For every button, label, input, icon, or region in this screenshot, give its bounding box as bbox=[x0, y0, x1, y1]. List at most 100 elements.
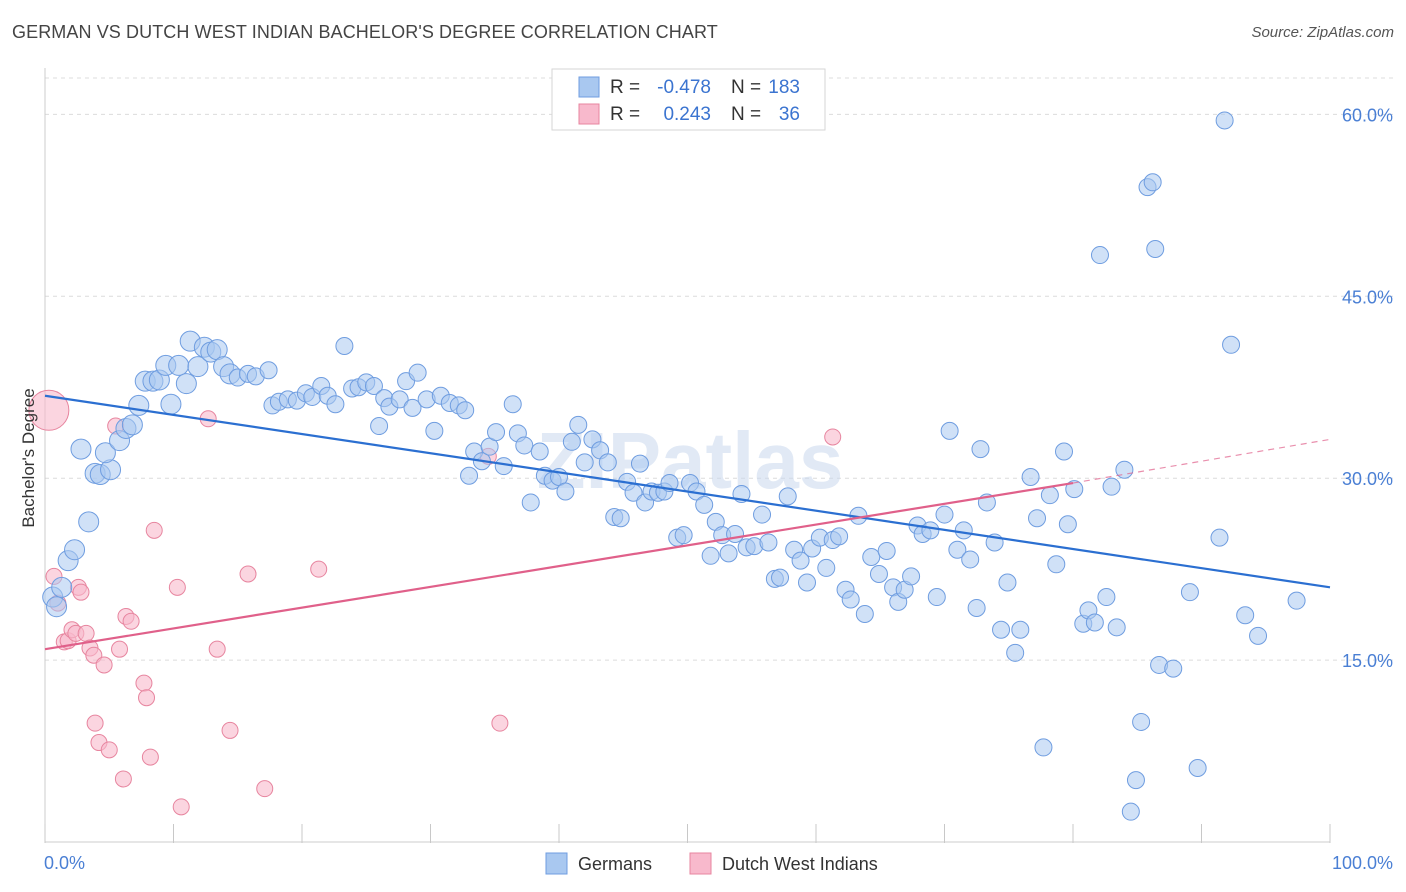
point-german-166 bbox=[1146, 239, 1165, 258]
point-german-170 bbox=[1188, 759, 1207, 778]
point-dutch-31 bbox=[256, 780, 274, 798]
point-german-149 bbox=[1047, 555, 1066, 574]
bottom-legend-swatch-dutch bbox=[689, 852, 712, 875]
trend-line-dutch-2 bbox=[1072, 438, 1331, 484]
legend-r-label-1: R = bbox=[610, 104, 640, 125]
point-german-41 bbox=[326, 395, 345, 414]
point-german-111 bbox=[798, 573, 817, 592]
point-german-47 bbox=[370, 417, 389, 436]
point-german-69 bbox=[521, 493, 540, 512]
y-tick-label-2: 45.0% bbox=[1342, 287, 1393, 307]
point-dutch-26 bbox=[172, 798, 190, 816]
point-german-59 bbox=[456, 401, 475, 420]
legend-n-label-0: N = bbox=[731, 77, 761, 98]
point-dutch-17 bbox=[111, 640, 129, 658]
point-german-82 bbox=[611, 509, 630, 528]
chart-title: GERMAN VS DUTCH WEST INDIAN BACHELOR'S D… bbox=[12, 22, 718, 42]
point-german-74 bbox=[556, 482, 575, 501]
legend-top: R = -0.478 N = 183 R = 0.243 N = 36 bbox=[551, 68, 826, 131]
point-german-4 bbox=[64, 539, 86, 561]
point-german-52 bbox=[403, 398, 422, 417]
point-german-123 bbox=[877, 541, 896, 560]
point-german-137 bbox=[967, 598, 986, 617]
point-german-85 bbox=[630, 454, 649, 473]
series-germans bbox=[42, 111, 1306, 821]
point-german-116 bbox=[830, 527, 849, 546]
point-german-165 bbox=[1143, 173, 1162, 192]
point-german-143 bbox=[1006, 643, 1025, 662]
point-german-66 bbox=[503, 395, 522, 414]
legend-n-value-0: 183 bbox=[768, 77, 800, 98]
y-tick-labels: 15.0% 30.0% 45.0% 60.0% bbox=[1342, 105, 1393, 671]
point-german-105 bbox=[759, 533, 778, 552]
legend-bottom: Germans Dutch West Indians bbox=[545, 852, 878, 875]
point-german-70 bbox=[530, 442, 549, 461]
point-german-77 bbox=[575, 453, 594, 472]
legend-swatch-germans bbox=[578, 76, 600, 98]
point-german-75 bbox=[562, 432, 581, 451]
series-dutch-west-indians bbox=[28, 389, 842, 816]
point-german-127 bbox=[902, 567, 921, 586]
point-german-92 bbox=[674, 526, 693, 545]
point-dutch-24 bbox=[145, 521, 163, 539]
point-german-175 bbox=[1249, 626, 1268, 645]
point-german-80 bbox=[598, 453, 617, 472]
point-german-148 bbox=[1040, 486, 1059, 505]
point-german-176 bbox=[1287, 591, 1306, 610]
legend-n-value-1: 36 bbox=[779, 104, 800, 125]
point-german-108 bbox=[778, 487, 797, 506]
point-german-141 bbox=[992, 620, 1011, 639]
point-german-46 bbox=[364, 377, 383, 396]
point-german-161 bbox=[1121, 802, 1140, 821]
point-dutch-0 bbox=[28, 389, 70, 431]
trend-line-germans-0 bbox=[44, 394, 1331, 589]
point-german-96 bbox=[701, 546, 720, 565]
point-german-64 bbox=[487, 423, 506, 442]
point-german-142 bbox=[998, 573, 1017, 592]
point-dutch-25 bbox=[168, 578, 186, 596]
legend-r-value-1: 0.243 bbox=[663, 104, 711, 125]
point-german-174 bbox=[1236, 606, 1255, 625]
point-german-10 bbox=[94, 442, 116, 464]
point-german-20 bbox=[168, 354, 190, 376]
legend-r-value-0: -0.478 bbox=[657, 77, 711, 98]
point-german-120 bbox=[855, 605, 874, 624]
point-german-100 bbox=[726, 524, 745, 543]
point-german-55 bbox=[425, 421, 444, 440]
point-german-173 bbox=[1222, 335, 1241, 354]
bottom-legend-swatch-germans bbox=[545, 852, 568, 875]
point-german-135 bbox=[954, 521, 973, 540]
point-german-131 bbox=[927, 588, 946, 607]
point-german-145 bbox=[1021, 467, 1040, 486]
point-german-110 bbox=[791, 551, 810, 570]
point-german-171 bbox=[1210, 528, 1229, 547]
point-dutch-21 bbox=[135, 674, 153, 692]
point-german-136 bbox=[961, 550, 980, 569]
point-german-152 bbox=[1065, 480, 1084, 499]
point-german-76 bbox=[569, 415, 588, 434]
point-german-132 bbox=[935, 505, 954, 524]
point-german-155 bbox=[1085, 613, 1104, 632]
point-german-130 bbox=[921, 521, 940, 540]
point-german-42 bbox=[335, 337, 354, 356]
point-german-23 bbox=[187, 356, 209, 378]
point-dutch-12 bbox=[86, 714, 104, 732]
legend-swatch-dutch bbox=[578, 103, 600, 125]
point-german-19 bbox=[160, 393, 182, 415]
bottom-legend-label-germans: Germans bbox=[578, 854, 652, 874]
legend-r-label-0: R = bbox=[610, 77, 640, 98]
point-german-168 bbox=[1164, 659, 1183, 678]
bottom-legend-label-dutch: Dutch West Indians bbox=[722, 854, 878, 874]
legend-n-label-1: N = bbox=[731, 104, 761, 125]
point-german-147 bbox=[1034, 738, 1053, 757]
point-german-150 bbox=[1055, 442, 1074, 461]
point-german-172 bbox=[1215, 111, 1234, 130]
point-german-163 bbox=[1132, 712, 1151, 731]
point-german-14 bbox=[128, 394, 150, 416]
point-german-151 bbox=[1058, 515, 1077, 534]
point-german-144 bbox=[1011, 620, 1030, 639]
point-german-169 bbox=[1180, 583, 1199, 602]
trend-lines bbox=[44, 394, 1331, 651]
point-german-95 bbox=[695, 495, 714, 514]
y-tick-label-1: 30.0% bbox=[1342, 469, 1393, 489]
